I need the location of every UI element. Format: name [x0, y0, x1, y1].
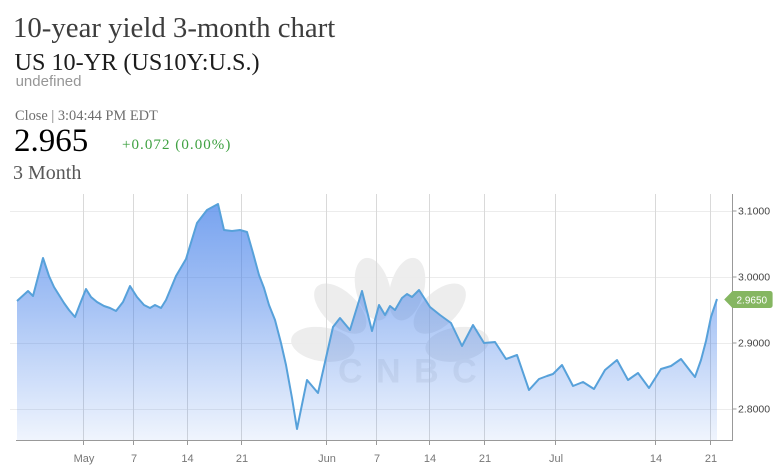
- svg-text:3.1000: 3.1000: [738, 206, 770, 218]
- svg-text:14: 14: [650, 453, 662, 465]
- svg-text:21: 21: [236, 453, 248, 465]
- svg-text:7: 7: [131, 453, 137, 465]
- svg-text:Jun: Jun: [318, 453, 336, 465]
- svg-text:2.8000: 2.8000: [738, 404, 770, 416]
- svg-text:7: 7: [374, 453, 380, 465]
- svg-text:21: 21: [479, 453, 491, 465]
- svg-text:3.0000: 3.0000: [738, 272, 770, 284]
- svg-text:14: 14: [424, 453, 436, 465]
- svg-text:May: May: [74, 453, 95, 465]
- svg-text:2.9000: 2.9000: [738, 338, 770, 350]
- svg-text:21: 21: [705, 453, 717, 465]
- svg-text:14: 14: [181, 453, 193, 465]
- svg-text:Jul: Jul: [549, 453, 563, 465]
- svg-text:2.9650: 2.9650: [737, 296, 768, 307]
